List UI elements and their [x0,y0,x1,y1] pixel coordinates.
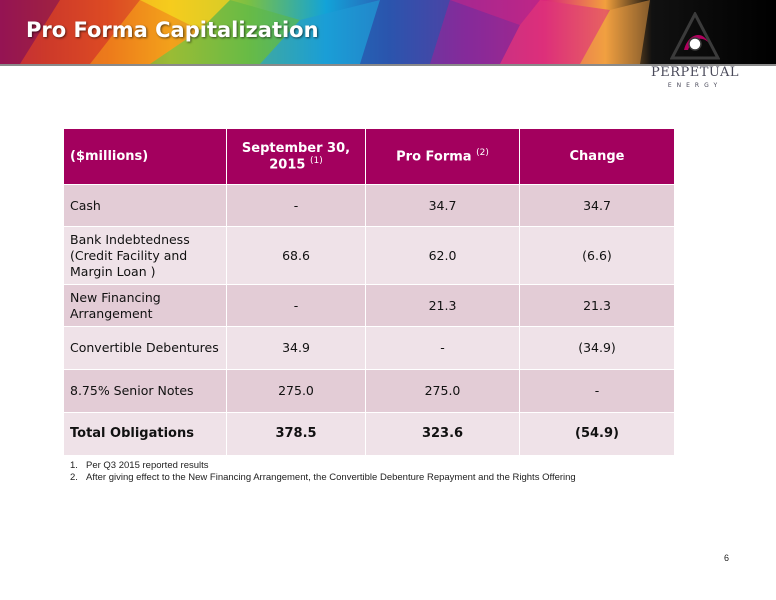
cell-pro-forma: 21.3 [365,284,520,327]
cell-pro-forma: 34.7 [365,184,520,227]
cell-september: 68.6 [226,226,366,285]
row-label: Total Obligations [63,412,227,456]
cell-change: 21.3 [519,284,675,327]
company-logo: PERPETUAL ENERGY [640,10,750,92]
column-header: Change [519,128,675,185]
triangle-logo-icon [670,12,720,60]
cell-pro-forma: 323.6 [365,412,520,456]
logo-subtitle: ENERGY [667,82,723,89]
cell-september: 378.5 [226,412,366,456]
footnote: 1. Per Q3 2015 reported results [70,460,209,471]
polygon-pattern-icon [0,0,650,64]
cell-pro-forma: 62.0 [365,226,520,285]
row-label: New Financing Arrangement [63,284,227,327]
cell-september: 34.9 [226,326,366,370]
cell-september: - [226,284,366,327]
row-label: Convertible Debentures [63,326,227,370]
table-row-total: Total Obligations 378.5 323.6 (54.9) [63,412,675,456]
logo-name: PERPETUAL [650,65,739,80]
table-row: Cash - 34.7 34.7 [63,184,675,227]
footnotes: 1. Per Q3 2015 reported results 2. After g… [70,460,576,484]
column-header: September 30, 2015 (1) [226,128,366,185]
footnote: 2. After giving effect to the New Financi… [70,472,576,483]
cell-pro-forma: - [365,326,520,370]
column-header: ($millions) [63,128,227,185]
table-row: Convertible Debentures 34.9 - (34.9) [63,326,675,370]
column-header: Pro Forma (2) [365,128,520,185]
banner-divider [0,64,776,66]
cell-pro-forma: 275.0 [365,369,520,413]
table-row: 8.75% Senior Notes 275.0 275.0 - [63,369,675,413]
page-title: Pro Forma Capitalization [26,18,319,42]
header-banner: Pro Forma Capitalization [0,0,776,64]
page-number: 6 [724,553,730,563]
table-row: New Financing Arrangement - 21.3 21.3 [63,284,675,327]
cell-september: 275.0 [226,369,366,413]
cell-change: (6.6) [519,226,675,285]
row-label: Cash [63,184,227,227]
row-label: Bank Indebtedness (Credit Facility and M… [63,226,227,285]
capitalization-table: ($millions) September 30, 2015 (1) Pro F… [63,128,675,456]
cell-change: 34.7 [519,184,675,227]
row-label: 8.75% Senior Notes [63,369,227,413]
cell-change: - [519,369,675,413]
table-header-row: ($millions) September 30, 2015 (1) Pro F… [63,128,675,185]
cell-september: - [226,184,366,227]
table-row: Bank Indebtedness (Credit Facility and M… [63,226,675,285]
cell-change: (54.9) [519,412,675,456]
cell-change: (34.9) [519,326,675,370]
